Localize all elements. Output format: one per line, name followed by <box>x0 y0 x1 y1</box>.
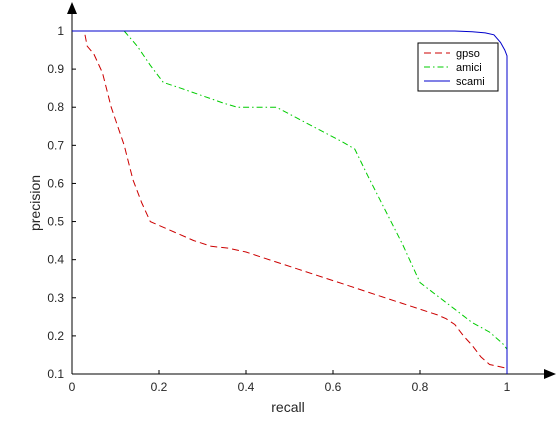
x-tick-label: 0.6 <box>325 380 342 394</box>
y-tick-label: 0.6 <box>47 176 64 190</box>
ticks-layer: 0 0.2 0.4 0.6 0.8 1 0.1 0.2 0.3 0.4 0.5 0.6 0.7 0.8 0.… <box>47 24 510 394</box>
y-tick-label: 0.1 <box>47 367 64 381</box>
series-layer <box>72 30 508 374</box>
legend-box <box>417 42 499 92</box>
series-line-amici <box>123 30 508 350</box>
x-axis-arrow <box>544 369 556 379</box>
series-line-gpso <box>84 34 508 369</box>
x-tick-label: 0 <box>69 380 76 394</box>
y-tick-label: 1 <box>57 24 64 38</box>
series-line-scami <box>72 30 508 374</box>
x-tick-label: 0.4 <box>238 380 255 394</box>
axes-layer <box>67 2 556 379</box>
y-axis-arrow <box>67 2 77 14</box>
y-tick-label: 0.5 <box>47 215 64 229</box>
x-tick-label: 0.8 <box>412 380 429 394</box>
y-tick-label: 0.8 <box>47 100 64 114</box>
y-axis-label: precision <box>27 175 43 231</box>
legend: gpso amici scami <box>417 42 499 92</box>
legend-label-amici: amici <box>456 62 482 74</box>
x-tick-label: 0.2 <box>151 380 168 394</box>
x-axis-label: recall <box>271 399 304 415</box>
y-tick-label: 0.4 <box>47 253 64 267</box>
y-tick-label: 0.2 <box>47 329 64 343</box>
y-tick-label: 0.3 <box>47 291 64 305</box>
legend-label-scami: scami <box>456 76 485 88</box>
x-tick-label: 1 <box>504 380 511 394</box>
y-tick-label: 0.7 <box>47 138 64 152</box>
y-tick-label: 0.9 <box>47 62 64 76</box>
legend-label-gpso: gpso <box>456 48 480 60</box>
